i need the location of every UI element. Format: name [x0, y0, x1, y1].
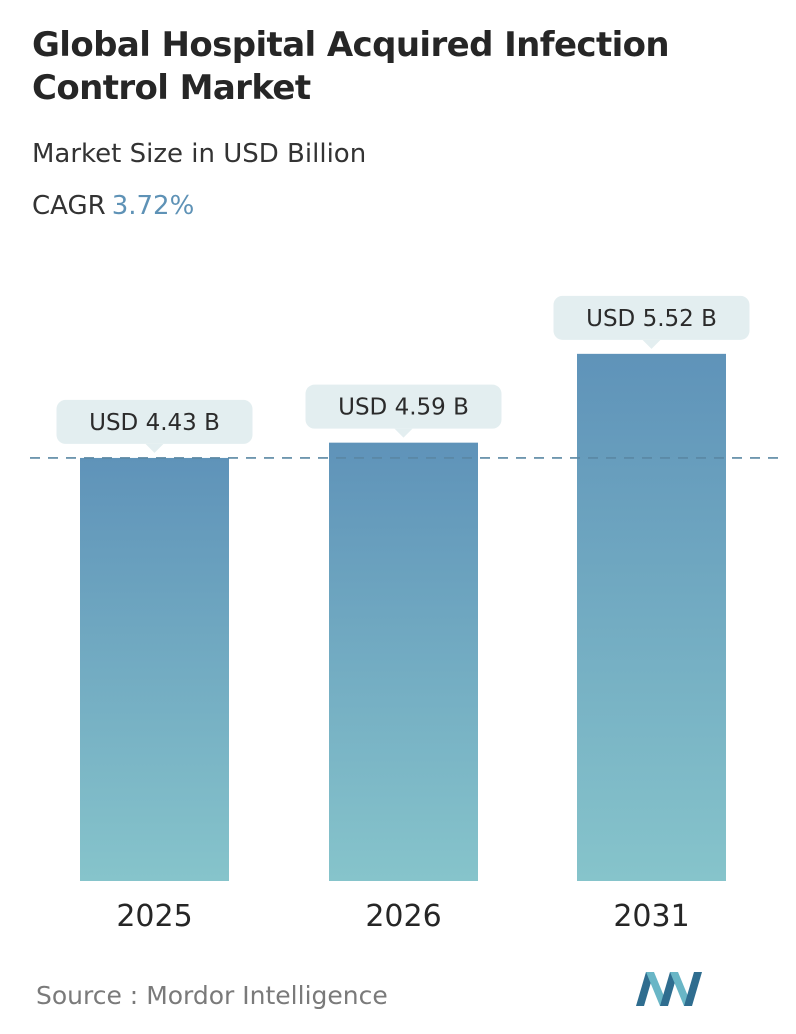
- cagr-line: CAGR 3.72%: [32, 190, 194, 222]
- mordor-intelligence-logo-icon: [636, 972, 702, 1006]
- chart-subtitle: Market Size in USD Billion: [32, 139, 367, 169]
- bars-group: [80, 353, 726, 882]
- x-tick-2031: 2031: [613, 899, 689, 934]
- data-label-2025: USD 4.43 B: [56, 399, 253, 453]
- data-labels-group: USD 4.43 B USD 4.59 B USD 5.52 B: [56, 295, 750, 453]
- data-label-box: [305, 384, 502, 429]
- source-note: Source : Mordor Intelligence: [36, 980, 388, 1012]
- x-tick-2026: 2026: [365, 899, 441, 934]
- x-axis-ticks-group: 2025 2026 2031: [116, 899, 689, 934]
- data-label-2026: USD 4.59 B: [305, 384, 502, 438]
- data-label-box: [553, 295, 750, 340]
- data-label-pointer: [642, 339, 661, 349]
- data-label-text: USD 4.43 B: [89, 410, 220, 436]
- data-label-box: [56, 399, 253, 444]
- cagr-value: 3.72%: [111, 191, 195, 221]
- chart-title: Global Hospital Acquired Infection Contr…: [32, 25, 670, 108]
- data-label-text: USD 4.59 B: [338, 395, 469, 421]
- bar-2025: [80, 457, 229, 881]
- data-label-text: USD 5.52 B: [586, 306, 717, 332]
- source-name: Mordor Intelligence: [146, 981, 388, 1010]
- cagr-label: CAGR: [32, 191, 106, 221]
- data-label-pointer: [145, 443, 164, 453]
- source-label: Source :: [36, 981, 139, 1010]
- data-label-pointer: [394, 428, 413, 438]
- bar-2026: [329, 442, 478, 881]
- bar-2031: [577, 353, 726, 882]
- data-label-2031: USD 5.52 B: [553, 295, 750, 349]
- x-tick-2025: 2025: [116, 899, 192, 934]
